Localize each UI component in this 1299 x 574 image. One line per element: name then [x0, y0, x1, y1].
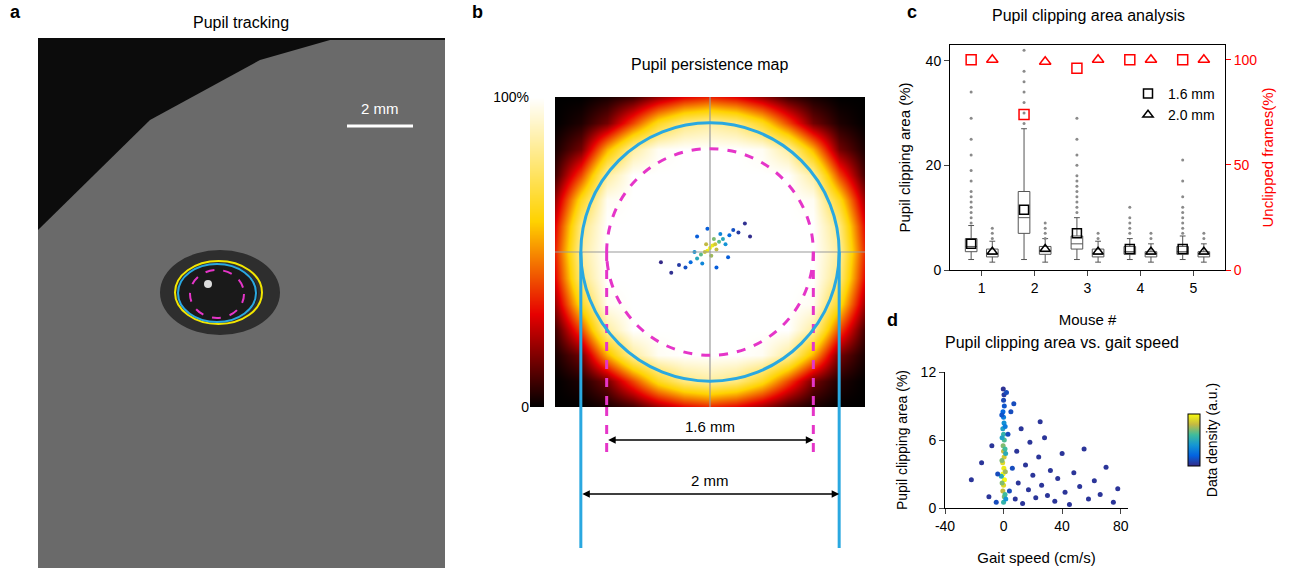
- svg-text:Pupil persistence map: Pupil persistence map: [631, 56, 789, 73]
- svg-text:Data density (a.u.): Data density (a.u.): [1204, 383, 1220, 497]
- svg-text:0: 0: [928, 500, 936, 516]
- svg-text:20: 20: [926, 157, 942, 173]
- svg-text:2 mm: 2 mm: [361, 100, 399, 117]
- svg-text:50: 50: [1234, 157, 1250, 173]
- svg-text:0: 0: [933, 262, 941, 278]
- svg-text:100%: 100%: [493, 89, 529, 105]
- svg-text:1: 1: [978, 280, 986, 296]
- svg-text:3: 3: [1084, 280, 1092, 296]
- svg-text:Pupil clipping area vs. gait s: Pupil clipping area vs. gait speed: [945, 334, 1179, 351]
- svg-text:2: 2: [1031, 280, 1039, 296]
- svg-text:Unclipped frames(%): Unclipped frames(%): [1259, 87, 1276, 227]
- svg-text:d: d: [887, 310, 898, 330]
- svg-text:Pupil clipping area (%): Pupil clipping area (%): [894, 370, 910, 510]
- svg-text:0: 0: [521, 399, 529, 415]
- svg-text:Gait speed (cm/s): Gait speed (cm/s): [977, 549, 1095, 566]
- svg-text:40: 40: [926, 53, 942, 69]
- svg-text:-40: -40: [935, 518, 955, 534]
- svg-text:80: 80: [1113, 518, 1129, 534]
- svg-text:Pupil clipping area analysis: Pupil clipping area analysis: [992, 7, 1185, 24]
- svg-text:Mouse #: Mouse #: [1059, 311, 1117, 328]
- svg-text:100: 100: [1234, 52, 1258, 68]
- svg-text:0: 0: [1234, 262, 1242, 278]
- svg-text:4: 4: [1136, 280, 1144, 296]
- svg-text:12: 12: [921, 364, 937, 380]
- svg-text:a: a: [10, 2, 21, 22]
- svg-text:2 mm: 2 mm: [691, 472, 729, 489]
- svg-text:1.6 mm: 1.6 mm: [685, 418, 735, 435]
- svg-text:Pupil tracking: Pupil tracking: [193, 14, 289, 31]
- svg-text:b: b: [472, 2, 483, 22]
- svg-text:0: 0: [1000, 518, 1008, 534]
- svg-text:2.0 mm: 2.0 mm: [1168, 107, 1215, 123]
- svg-text:6: 6: [928, 432, 936, 448]
- svg-text:1.6 mm: 1.6 mm: [1168, 86, 1215, 102]
- svg-text:Pupil clipping area (%): Pupil clipping area (%): [896, 82, 913, 232]
- svg-text:40: 40: [1054, 518, 1070, 534]
- svg-text:c: c: [907, 2, 917, 22]
- svg-text:5: 5: [1189, 280, 1197, 296]
